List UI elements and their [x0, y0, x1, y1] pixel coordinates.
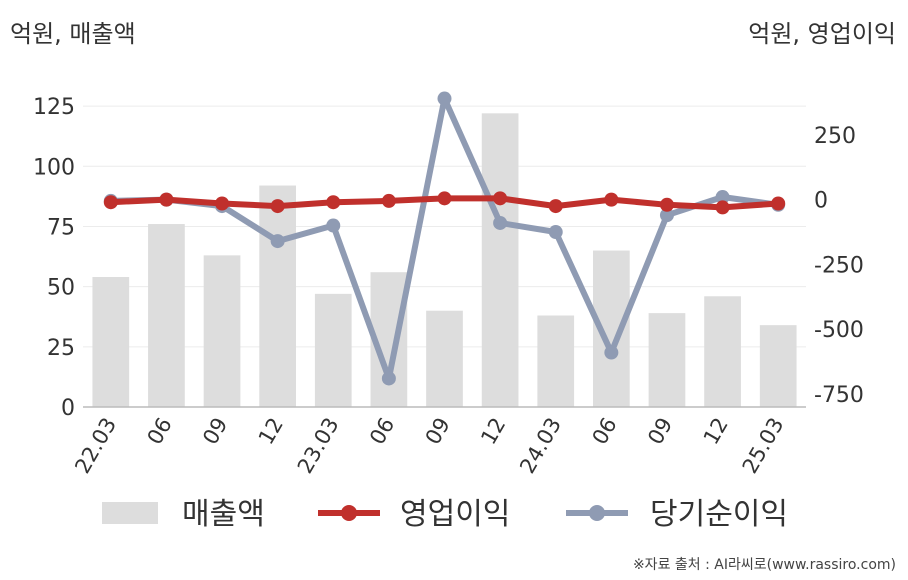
x-tick-label: 06	[588, 414, 622, 449]
operating-profit-point	[715, 200, 730, 215]
net-profit-point	[381, 371, 396, 386]
revenue-bar	[92, 277, 130, 407]
x-tick-label: 09	[198, 414, 232, 449]
operating-profit-point	[771, 196, 786, 211]
legend-revenue-label: 매출액	[182, 497, 265, 532]
operating-profit-point	[215, 196, 230, 211]
x-tick-label: 06	[143, 414, 177, 449]
source-note: ※자료 출처 : AI라씨로(www.rassiro.com)	[632, 557, 896, 573]
right-tick-label: 250	[814, 124, 856, 149]
revenue-bar	[759, 325, 797, 407]
revenue-bar	[537, 315, 575, 407]
operating-profit-point	[548, 199, 563, 214]
net-profit-point	[270, 234, 285, 249]
left-tick-label: 50	[47, 276, 75, 301]
left-tick-label: 125	[33, 95, 75, 120]
revenue-bar	[203, 255, 241, 407]
left-tick-label: 25	[47, 336, 75, 361]
x-tick-label: 09	[643, 414, 677, 449]
left-tick-label: 75	[47, 215, 75, 240]
x-tick-label: 09	[421, 414, 455, 449]
net-profit-point	[659, 208, 674, 223]
x-tick-label: 24.03	[515, 414, 566, 478]
operating-profit-point	[604, 192, 619, 207]
profit-lines	[103, 91, 786, 386]
net-profit-point	[604, 345, 619, 360]
legend-net-profit-marker	[589, 505, 605, 521]
right-axis-unit: 억원, 영업이익	[748, 20, 896, 48]
operating-profit-point	[659, 197, 674, 212]
operating-profit-point	[270, 199, 285, 214]
right-tick-label: 0	[814, 189, 828, 214]
legend-net-profit-label: 당기순이익	[650, 497, 788, 532]
legend-operating-profit-label: 영업이익	[400, 497, 510, 532]
operating-profit-point	[381, 193, 396, 208]
revenue-bars	[92, 113, 797, 407]
right-tick-label: -750	[814, 383, 864, 408]
x-tick-label: 12	[476, 413, 510, 448]
operating-profit-point	[493, 191, 508, 206]
right-tick-label: -250	[814, 253, 864, 278]
operating-profit-point	[326, 195, 341, 210]
net-profit-point	[437, 91, 452, 106]
x-tick-label: 23.03	[293, 414, 344, 478]
operating-profit-point	[103, 195, 118, 210]
revenue-bar	[481, 113, 519, 407]
x-tick-label: 25.03	[738, 414, 789, 478]
legend-revenue-swatch	[102, 502, 158, 524]
legend-operating-profit-marker	[341, 505, 357, 521]
x-tick-label: 12	[699, 414, 733, 449]
net-profit-point	[326, 218, 341, 233]
operating-profit-point	[437, 191, 452, 206]
net-profit-point	[715, 190, 730, 205]
revenue-bar	[426, 310, 463, 407]
net-profit-point	[548, 225, 563, 240]
operating-profit-point	[159, 192, 174, 207]
x-tick-label: 06	[365, 414, 399, 449]
net-profit-point	[493, 215, 508, 230]
x-tick-label: 22.03	[70, 414, 121, 478]
left-axis-unit: 억원, 매출액	[10, 20, 136, 48]
revenue-bar	[314, 293, 352, 407]
left-tick-label: 100	[33, 155, 75, 180]
revenue-bar	[259, 185, 297, 407]
legend: 매출액 영업이익 당기순이익	[102, 497, 788, 532]
revenue-bar	[704, 296, 741, 407]
revenue-bar	[148, 224, 185, 407]
revenue-bar	[648, 313, 686, 407]
right-tick-label: -500	[814, 318, 864, 343]
left-tick-label: 0	[61, 396, 75, 421]
x-tick-label: 12	[254, 414, 288, 449]
